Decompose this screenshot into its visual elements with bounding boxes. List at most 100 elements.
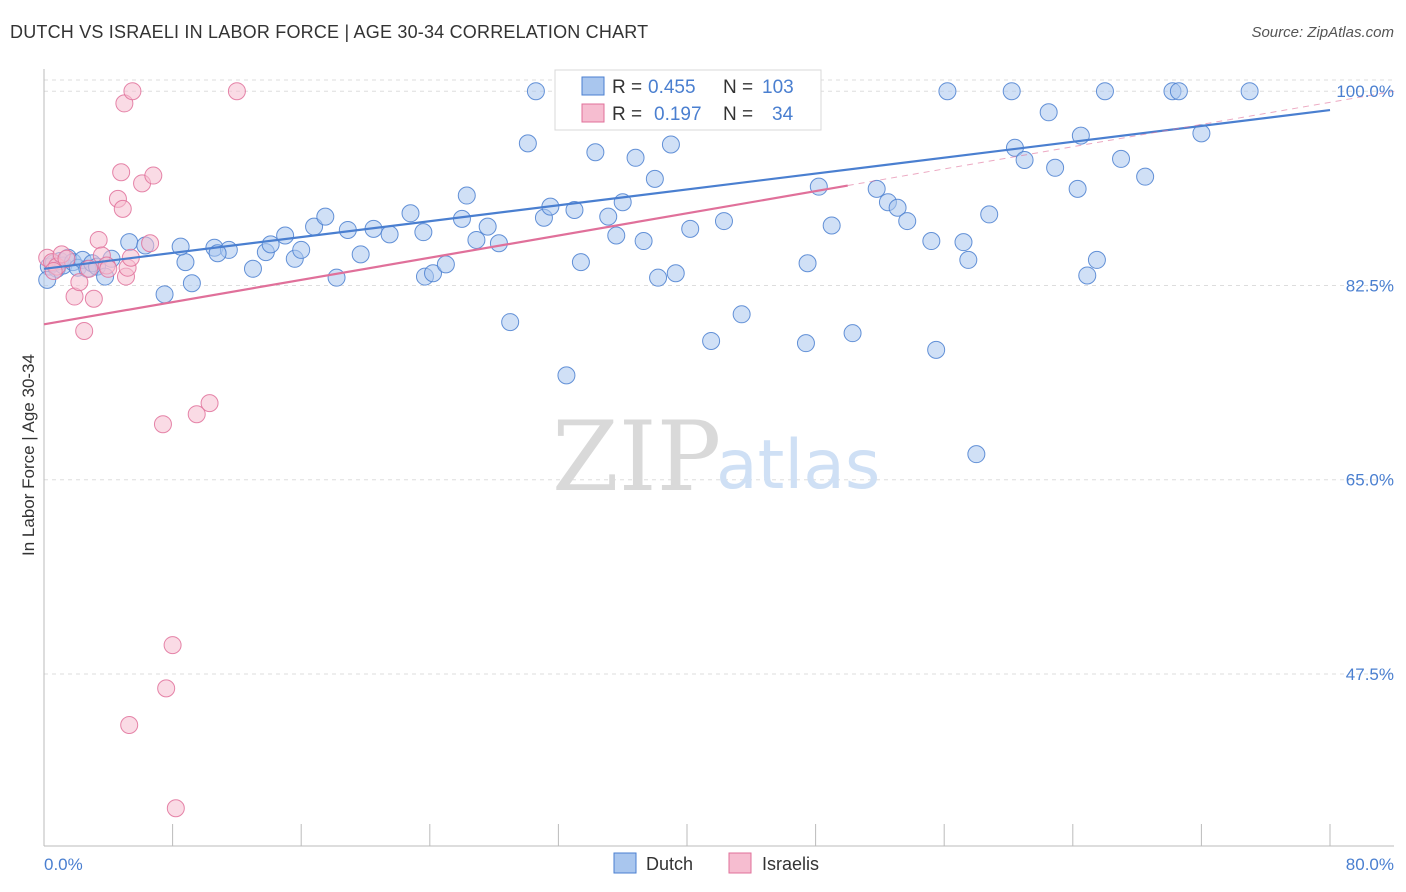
dutch-point bbox=[276, 226, 295, 245]
israelis-point bbox=[44, 262, 63, 281]
israelis-point bbox=[187, 405, 206, 424]
dutch-point bbox=[822, 216, 841, 235]
dutch-point bbox=[526, 82, 545, 101]
dutch-point bbox=[634, 232, 653, 251]
dutch-point bbox=[1169, 82, 1188, 101]
legend-israelis-label: Israelis bbox=[762, 854, 819, 874]
tick-labels: 47.5% 65.0% 82.5% 100.0% 0.0% 80.0% bbox=[44, 82, 1394, 874]
dutch-point bbox=[316, 207, 335, 226]
israelis-point bbox=[157, 679, 176, 698]
dutch-point bbox=[120, 233, 139, 252]
dutch-point bbox=[702, 331, 721, 350]
dutch-point bbox=[927, 340, 946, 359]
dutch-point bbox=[1002, 82, 1021, 101]
israelis-point bbox=[70, 273, 89, 292]
dutch-point bbox=[436, 255, 455, 274]
israelis-point bbox=[112, 163, 131, 182]
dutch-point bbox=[518, 134, 537, 153]
israelis-point bbox=[144, 166, 163, 185]
legend-dutch-swatch bbox=[613, 852, 637, 874]
dutch-point bbox=[798, 254, 817, 273]
dutch-point bbox=[478, 217, 497, 236]
dutch-point bbox=[401, 204, 420, 223]
israelis-point bbox=[153, 415, 172, 434]
dutch-point bbox=[351, 245, 370, 264]
watermark-zip: ZIP bbox=[552, 401, 721, 513]
y-tick-label: 100.0% bbox=[1336, 82, 1394, 101]
axes bbox=[43, 69, 1394, 847]
dutch-point bbox=[261, 235, 280, 254]
dutch-point bbox=[867, 179, 886, 198]
stats-israelis-n-value: 34 bbox=[772, 104, 794, 125]
dutch-point bbox=[959, 250, 978, 269]
dutch-point bbox=[501, 313, 520, 332]
israelis-trend-line bbox=[43, 184, 848, 326]
dutch-point bbox=[467, 230, 486, 249]
x-tick-label: 0.0% bbox=[44, 855, 83, 874]
dutch-point bbox=[922, 232, 941, 251]
dutch-point bbox=[681, 219, 700, 238]
dutch-point bbox=[182, 274, 201, 293]
dutch-point bbox=[954, 233, 973, 252]
stats-israelis-n-label: N = bbox=[723, 104, 753, 125]
dutch-point bbox=[714, 212, 733, 231]
israelis-trend-extension bbox=[847, 90, 1395, 187]
legend-dutch-label: Dutch bbox=[646, 854, 693, 874]
x-tick-label: 80.0% bbox=[1346, 855, 1394, 874]
legend-israelis-swatch bbox=[728, 852, 752, 874]
dutch-point bbox=[1068, 179, 1087, 198]
dutch-point bbox=[1087, 250, 1106, 269]
dutch-point bbox=[565, 200, 584, 219]
y-tick-label: 65.0% bbox=[1346, 471, 1394, 490]
stats-dutch-swatch bbox=[581, 76, 605, 96]
israelis-point bbox=[227, 82, 246, 101]
dutch-point bbox=[586, 143, 605, 162]
dutch-point bbox=[938, 82, 957, 101]
dutch-point bbox=[1095, 82, 1114, 101]
israelis-point bbox=[166, 799, 185, 818]
israelis-point bbox=[123, 82, 142, 101]
dutch-point bbox=[666, 264, 685, 283]
israelis-point bbox=[120, 716, 139, 735]
stats-israelis-r-value: 0.197 bbox=[654, 104, 702, 125]
dutch-point bbox=[571, 253, 590, 272]
stats-dutch-n-value: 103 bbox=[762, 77, 794, 98]
dutch-point bbox=[796, 334, 815, 353]
legend: Dutch Israelis bbox=[613, 852, 819, 874]
dutch-point bbox=[898, 212, 917, 231]
israelis-point bbox=[113, 199, 132, 218]
watermark: ZIP atlas bbox=[552, 401, 880, 513]
dutch-point bbox=[457, 186, 476, 205]
dutch-point bbox=[649, 268, 668, 287]
dutch-point bbox=[626, 148, 645, 167]
stats-dutch-r-label: R = bbox=[612, 77, 642, 98]
dutch-point bbox=[176, 253, 195, 272]
stats-dutch-r-value: 0.455 bbox=[648, 77, 696, 98]
israelis-point bbox=[84, 289, 103, 308]
y-tick-label: 82.5% bbox=[1346, 276, 1394, 295]
dutch-point bbox=[967, 445, 986, 464]
dutch-point bbox=[599, 207, 618, 226]
israelis-point bbox=[200, 394, 219, 413]
watermark-atlas: atlas bbox=[716, 426, 880, 505]
dutch-point bbox=[557, 366, 576, 385]
dutch-point bbox=[607, 226, 626, 245]
dutch-point bbox=[1046, 158, 1065, 177]
dutch-point bbox=[645, 169, 664, 188]
stats-dutch-n-label: N = bbox=[723, 77, 753, 98]
israelis-point bbox=[163, 636, 182, 655]
stats-box: R = 0.455 N = 103 R = 0.197 N = 34 bbox=[554, 69, 822, 131]
dutch-point bbox=[1078, 266, 1097, 285]
chart-source: Source: ZipAtlas.com bbox=[1251, 24, 1394, 41]
y-tick-label: 47.5% bbox=[1346, 665, 1394, 684]
dutch-point bbox=[155, 285, 174, 304]
dutch-point bbox=[732, 305, 751, 324]
y-axis-title: In Labor Force | Age 30-34 bbox=[19, 354, 38, 556]
trend-lines bbox=[43, 90, 1395, 326]
israelis-point bbox=[75, 321, 94, 340]
chart-title: DUTCH VS ISRAELI IN LABOR FORCE | AGE 30… bbox=[10, 22, 649, 42]
dutch-point bbox=[980, 205, 999, 224]
israelis-point bbox=[57, 249, 76, 268]
dutch-point bbox=[489, 234, 508, 253]
dutch-point bbox=[843, 324, 862, 343]
